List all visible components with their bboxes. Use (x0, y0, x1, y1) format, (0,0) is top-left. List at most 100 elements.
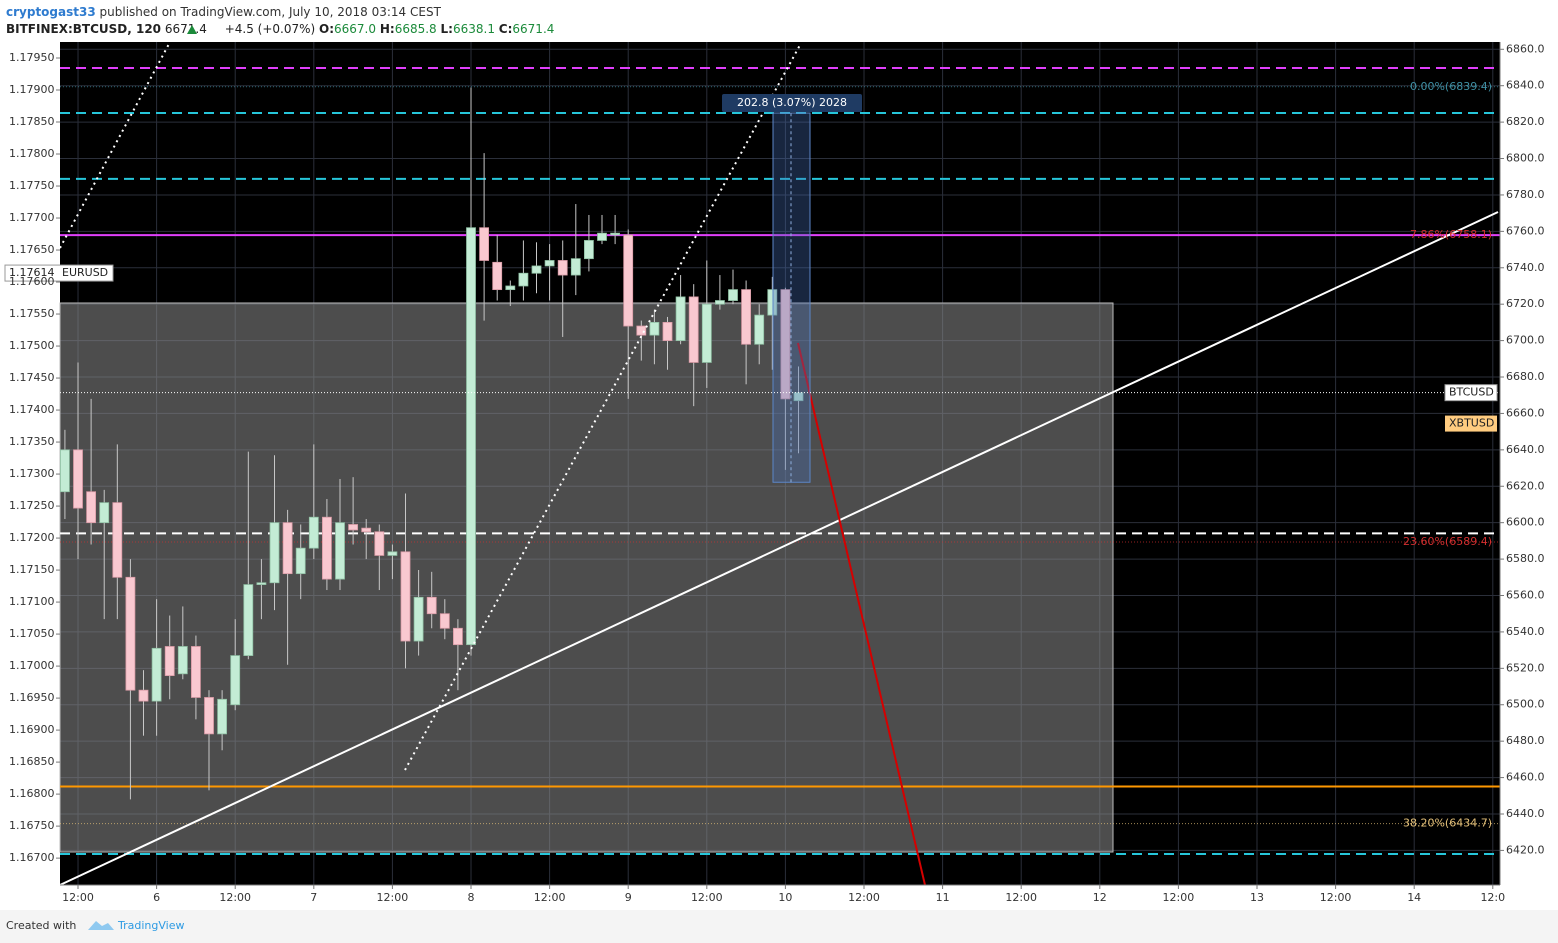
x-tick-label: 12:00 (848, 891, 880, 904)
brand-logo (88, 921, 114, 930)
candle-body (780, 289, 791, 400)
author: cryptogast33 (6, 5, 96, 19)
y2-tick-label: 1.17500 (9, 339, 55, 352)
fib-label: 38.20%(6434.7) (1403, 817, 1492, 830)
x-tick-label: 12:00 (219, 891, 251, 904)
x-tick-label: 12:00 (62, 891, 94, 904)
measure-label: 202.8 (3.07%) 2028 (737, 96, 847, 109)
x-tick-label: 14 (1407, 891, 1421, 904)
y2-tick-label: 1.17800 (9, 147, 55, 160)
y2-tick-label: 1.17300 (9, 467, 55, 480)
y-tick-label: 6500.0 (1506, 698, 1545, 711)
candle-body (728, 289, 738, 301)
candle-body (60, 449, 70, 493)
y-tick-label: 6480.0 (1506, 734, 1545, 747)
eurusd-value: 1.17614 (9, 266, 55, 279)
y-tick-label: 6540.0 (1506, 625, 1545, 638)
o-label: O: (319, 22, 334, 36)
candle-body (492, 261, 503, 291)
candle-body (295, 547, 306, 575)
x-tick-label: 13 (1250, 891, 1264, 904)
y-tick-label: 6760.0 (1506, 224, 1545, 237)
measure-label-bg (722, 94, 862, 112)
y2-tick-label: 1.17000 (9, 659, 55, 672)
x-tick-label: 12:00 (377, 891, 409, 904)
y-tick-label: 6780.0 (1506, 188, 1545, 201)
up-arrow (187, 25, 197, 34)
candle-body (256, 582, 267, 585)
candle-body (374, 531, 385, 556)
y2-tick-label: 1.17750 (9, 179, 55, 192)
symbol-name: XBTUSD (1449, 417, 1494, 430)
candle-body (557, 260, 568, 276)
candle-body (675, 296, 686, 342)
x-tick-label: 12:00 (691, 891, 723, 904)
projection-line (797, 342, 926, 886)
y-tick-label: 6620.0 (1506, 479, 1545, 492)
published: published on TradingView.com, July 10, 2… (100, 5, 442, 19)
fib-label: 7.86%(6758.1) (1410, 228, 1492, 241)
x-tick-label: 9 (625, 891, 632, 904)
eurusd-name: EURUSD (62, 266, 108, 279)
x-tick-label: 12:00 (534, 891, 566, 904)
y-tick-label: 6740.0 (1506, 261, 1545, 274)
y2-tick-label: 1.17450 (9, 371, 55, 384)
candle-body (754, 314, 765, 345)
c-label: C: (499, 22, 513, 36)
symbol-badge (1445, 415, 1497, 432)
x-tick-label: 8 (468, 891, 475, 904)
y-tick-label: 6560.0 (1506, 589, 1545, 602)
candle-body (715, 300, 725, 305)
y2-tick-label: 1.16850 (9, 755, 55, 768)
y-tick-label: 6580.0 (1506, 552, 1545, 565)
y-tick-label: 6720.0 (1506, 297, 1545, 310)
y-tick-label: 6660.0 (1506, 406, 1545, 419)
trend-line (59, 211, 1499, 886)
y-tick-label: 6840.0 (1506, 79, 1545, 92)
x-tick-label: 11 (936, 891, 950, 904)
candle-body (335, 522, 345, 580)
candle-body (177, 646, 188, 675)
candle-body (649, 321, 660, 336)
y-tick-label: 6860.0 (1506, 42, 1545, 55)
candle-body (584, 240, 594, 260)
eurusd-badge (4, 264, 114, 282)
y2-tick-label: 1.17950 (9, 51, 55, 64)
y2-tick-label: 1.16750 (9, 819, 55, 832)
y-tick-label: 6520.0 (1506, 661, 1545, 674)
candle-body (741, 289, 752, 345)
y2-tick-label: 1.17600 (9, 275, 55, 288)
y2-tick-label: 1.17550 (9, 307, 55, 320)
candle-body (204, 697, 214, 735)
symbol: BITFINEX:BTCUSD, 120 (6, 22, 161, 36)
x-tick-label: 6 (153, 891, 160, 904)
y2-tick-label: 1.17250 (9, 499, 55, 512)
footer-brand[interactable]: TradingView (117, 919, 184, 932)
y-tick-label: 6420.0 (1506, 843, 1545, 856)
y2-tick-label: 1.17150 (9, 563, 55, 576)
y2-tick-label: 1.17700 (9, 211, 55, 224)
candle-body (439, 613, 450, 629)
candle-body (453, 627, 463, 646)
o: 6667.0 (334, 22, 376, 36)
candle-body (544, 260, 555, 267)
x-tick-label: 12:0 (1480, 891, 1505, 904)
candle-body (570, 258, 581, 276)
range-box (59, 302, 1114, 853)
y-tick-label: 6800.0 (1506, 152, 1545, 165)
symbol-line: BITFINEX:BTCUSD, 120 6671.4 +4.5 (+0.07%… (6, 22, 554, 36)
y2-tick-label: 1.17650 (9, 243, 55, 256)
candle-body (531, 265, 542, 274)
candle-body (112, 502, 123, 578)
candle-body (99, 502, 110, 524)
candle-body (308, 516, 319, 549)
y-tick-label: 6700.0 (1506, 334, 1545, 347)
c: 6671.4 (512, 22, 554, 36)
h-label: H: (380, 22, 395, 36)
candle-body (387, 551, 398, 556)
y2-tick-label: 1.17400 (9, 403, 55, 416)
symbol-name: BTCUSD (1449, 386, 1494, 399)
x-axis-background (0, 885, 1558, 910)
candle-body (217, 698, 228, 735)
change: +4.5 (+0.07%) (225, 22, 316, 36)
